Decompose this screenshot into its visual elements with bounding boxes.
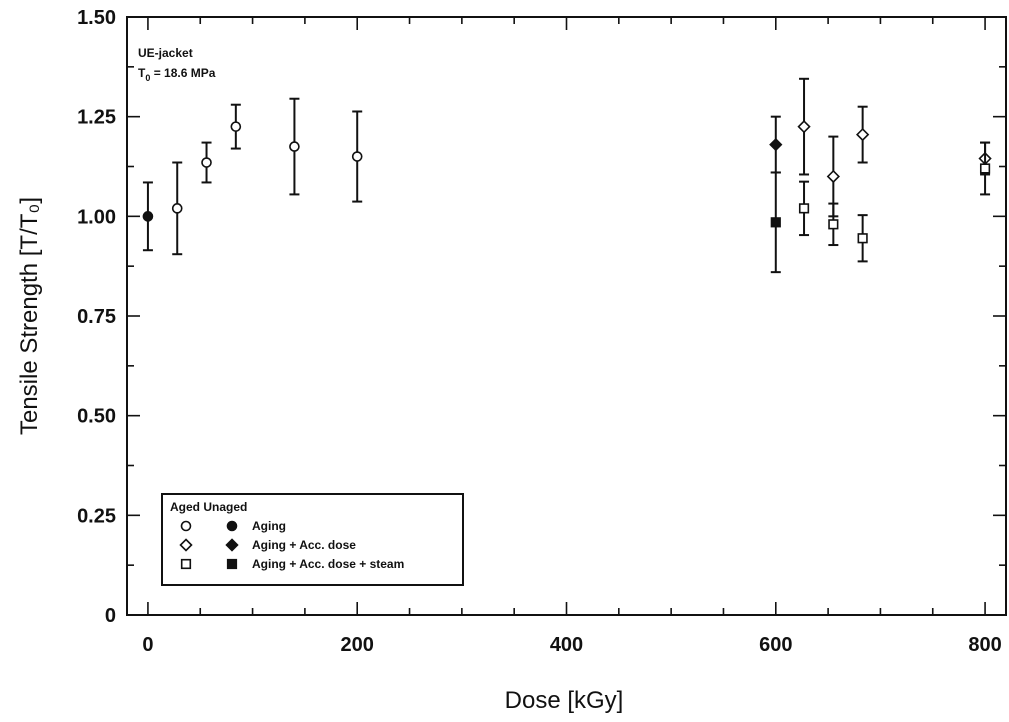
circle-open-point [351, 110, 363, 203]
legend-entry-label: Aging + Acc. dose [252, 538, 356, 552]
x-tick-label: 400 [550, 634, 583, 656]
legend-entry-label: Aging + Acc. dose + steam [252, 557, 404, 571]
circle-open-point [171, 161, 183, 256]
circle-marker [142, 211, 154, 222]
annotation-t: T [138, 66, 146, 80]
square-open-point [828, 202, 839, 247]
y-tick-label: 1.25 [77, 107, 116, 129]
annotation-subscript: 0 [145, 73, 150, 83]
legend-diamond-filled-icon [225, 538, 239, 552]
x-tick-label: 0 [142, 634, 153, 656]
x-tick-label: 800 [968, 634, 1001, 656]
legend-diamond-open-icon [179, 538, 193, 552]
y-tick-label: 0.50 [77, 406, 116, 428]
axis-ticks [127, 16, 1006, 616]
legend-entry: Aging [180, 519, 286, 533]
square-marker [770, 217, 781, 228]
diamond-marker [769, 137, 783, 152]
legend-entry-label: Aging [252, 519, 286, 533]
diamond-open-point [797, 77, 811, 176]
legend-square-filled-icon [226, 558, 238, 570]
circle-marker [171, 203, 183, 214]
x-tick-label: 600 [759, 634, 792, 656]
y-tick-label: 0.25 [77, 505, 116, 527]
legend-box [161, 493, 464, 586]
square-marker [828, 219, 839, 230]
annotation-value: = 18.6 MPa [150, 66, 215, 80]
y-axis-label: Tensile Strength [T/T₀] [16, 197, 43, 435]
plot-frame [126, 16, 1007, 616]
legend-circle-filled-icon [226, 520, 238, 532]
square-marker [798, 203, 810, 214]
square-open-point [798, 180, 810, 237]
square-open-point [979, 141, 991, 196]
square-marker [857, 233, 868, 244]
legend-circle-open-icon [180, 520, 192, 532]
circle-marker [201, 157, 212, 168]
circle-marker [230, 121, 242, 132]
y-axis-label-main: Tensile Strength [T/T₀] [16, 197, 43, 435]
annotation-line1: UE-jacket [138, 46, 193, 60]
diamond-marker [797, 120, 811, 134]
y-tick-label: 1.00 [77, 206, 116, 228]
circle-open-point [230, 103, 242, 150]
circle-open-point [289, 97, 300, 196]
legend-entries: Aging Aging + Acc. dose Aging + Acc. dose … [179, 519, 404, 571]
y-tick-label: 0.75 [77, 306, 116, 328]
chart-annotation: UE-jacket T0 = 18.6 MPa [138, 46, 216, 83]
legend-entry: Aging + Acc. dose + steam [180, 557, 404, 571]
data-points [142, 77, 992, 274]
legend: Aged Unaged Aging Aging + Acc. dose Aging … [161, 493, 464, 586]
circle-filled-point [142, 181, 154, 252]
diamond-marker [826, 169, 840, 184]
circle-marker [351, 151, 363, 162]
y-tick-label: 1.50 [77, 7, 116, 29]
legend-square-open-icon [180, 558, 192, 570]
diamond-filled-point [769, 115, 783, 174]
circle-open-point [201, 141, 212, 184]
legend-entry: Aging + Acc. dose [179, 538, 356, 552]
diamond-marker [856, 127, 870, 142]
circle-marker [289, 141, 300, 152]
square-filled-point [770, 171, 781, 274]
y-tick-label: 0 [105, 605, 116, 627]
diamond-open-point [856, 105, 870, 164]
square-open-point [857, 214, 868, 263]
x-axis-label: Dose [kGy] [505, 687, 624, 714]
x-tick-label: 200 [341, 634, 374, 656]
tick-labels: 0 200 400 600 800 0 0.25 0.50 0.75 1.00 1.25 1.50 [77, 7, 1002, 656]
legend-header: Aged Unaged [170, 500, 247, 514]
annotation-line2: T0 = 18.6 MPa [138, 66, 216, 83]
square-marker [979, 163, 991, 174]
